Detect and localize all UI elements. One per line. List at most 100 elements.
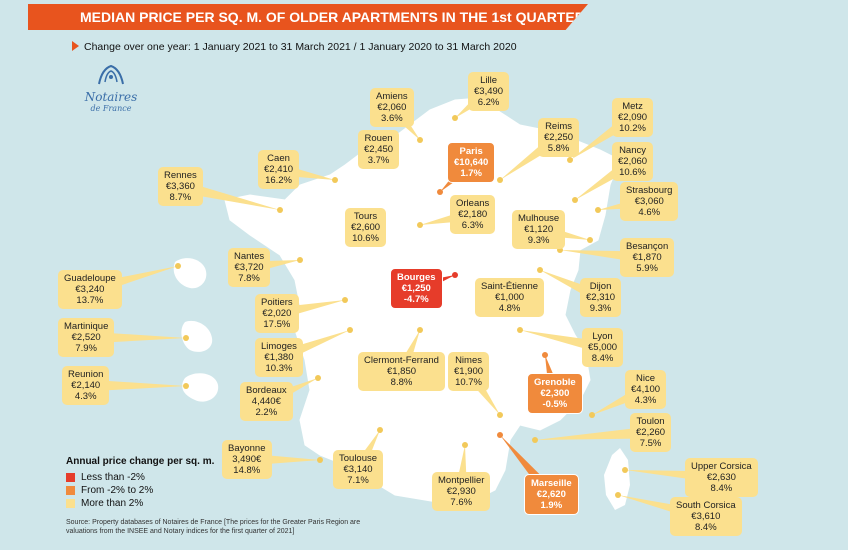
city-price: €2,300 bbox=[540, 388, 570, 399]
city-change: 10.6% bbox=[352, 233, 379, 244]
city-change: 1.9% bbox=[540, 500, 563, 511]
city-name: Nimes bbox=[455, 355, 482, 366]
city-label-reims: Reims €2,250 5.8% bbox=[538, 118, 580, 157]
notaires-emblem-icon bbox=[98, 64, 124, 85]
city-dot-poitiers bbox=[342, 297, 348, 303]
city-price: €1,000 bbox=[494, 292, 525, 303]
city-label-lille: Lille €3,490 6.2% bbox=[468, 72, 510, 111]
city-label-paris: Paris €10,640 1.7% bbox=[447, 142, 496, 183]
city-change: 16.2% bbox=[265, 175, 292, 186]
legend: Annual price change per sq. m. Less than… bbox=[66, 456, 214, 510]
city-dot-martinique bbox=[183, 335, 189, 341]
city-label-guadeloupe: Guadeloupe €3,240 13.7% bbox=[58, 270, 122, 309]
corsica-shape bbox=[604, 448, 630, 510]
city-name: Limoges bbox=[261, 341, 297, 352]
city-price: €10,640 bbox=[454, 157, 489, 168]
city-price: €3,240 bbox=[75, 284, 105, 295]
city-name: Nantes bbox=[234, 251, 265, 262]
city-dot-marseille bbox=[497, 432, 503, 438]
city-price: 4,440€ bbox=[251, 396, 281, 407]
city-label-south-corsica: South Corsica €3,610 8.4% bbox=[670, 497, 742, 536]
logo-name: Notaires bbox=[84, 90, 138, 104]
city-change: 7.5% bbox=[639, 438, 662, 449]
city-label-nimes: Nimes €1,900 10.7% bbox=[448, 352, 490, 391]
city-price: €3,140 bbox=[343, 464, 373, 475]
city-name: Lyon bbox=[592, 331, 613, 342]
city-name: Upper Corsica bbox=[691, 461, 752, 472]
city-label-reunion: Reunion €2,140 4.3% bbox=[62, 366, 110, 405]
legend-item-mid: From -2% to 2% bbox=[66, 484, 214, 497]
city-label-toulon: Toulon €2,260 7.5% bbox=[630, 413, 672, 452]
city-price: €2,450 bbox=[364, 144, 394, 155]
city-change: 7.6% bbox=[450, 497, 473, 508]
city-label-rouen: Rouen €2,450 3.7% bbox=[358, 130, 400, 169]
city-price: €2,060 bbox=[618, 156, 648, 167]
city-label-orleans: Orleans €2,180 6.3% bbox=[450, 195, 496, 234]
city-name: Reunion bbox=[68, 369, 104, 380]
city-name: Rouen bbox=[364, 133, 393, 144]
city-price: €1,850 bbox=[386, 366, 417, 377]
city-name: Marseille bbox=[531, 478, 572, 489]
city-price: €2,600 bbox=[351, 222, 381, 233]
city-price: €5,000 bbox=[588, 342, 618, 353]
city-label-bordeaux: Bordeaux 4,440€ 2.2% bbox=[240, 382, 293, 421]
city-name: Toulon bbox=[636, 416, 665, 427]
city-price: €2,180 bbox=[458, 209, 488, 220]
city-change: 7.9% bbox=[75, 343, 97, 354]
legend-label-less: Less than -2% bbox=[81, 472, 145, 483]
city-dot-upper-corsica bbox=[622, 467, 628, 473]
city-name: Strasbourg bbox=[626, 185, 673, 196]
city-change: 10.7% bbox=[455, 377, 482, 388]
legend-label-mid: From -2% to 2% bbox=[81, 485, 154, 496]
city-dot-toulon bbox=[532, 437, 538, 443]
city-change: 5.9% bbox=[636, 263, 658, 274]
city-price: €3,490 bbox=[474, 86, 504, 97]
city-dot-nimes bbox=[497, 412, 503, 418]
legend-label-more: More than 2% bbox=[81, 498, 144, 509]
city-price: €3,360 bbox=[165, 181, 195, 192]
city-change: 13.7% bbox=[76, 295, 104, 306]
city-label-upper-corsica: Upper Corsica €2,630 8.4% bbox=[685, 458, 758, 497]
city-name: Metz bbox=[622, 101, 643, 112]
city-change: 1.7% bbox=[460, 168, 482, 179]
city-dot-caen bbox=[332, 177, 338, 183]
city-price: €4,100 bbox=[631, 384, 661, 395]
city-change: 10.3% bbox=[265, 363, 293, 374]
leader-reunion bbox=[85, 379, 186, 392]
city-change: 6.2% bbox=[477, 97, 500, 108]
city-label-metz: Metz €2,090 10.2% bbox=[612, 98, 654, 137]
city-dot-strasbourg bbox=[595, 207, 601, 213]
city-change: 10.6% bbox=[619, 167, 646, 178]
city-dot-nantes bbox=[297, 257, 303, 263]
city-price: €1,900 bbox=[454, 366, 484, 377]
city-dot-montpellier bbox=[462, 442, 468, 448]
city-dot-lyon bbox=[517, 327, 523, 333]
city-change: 2.2% bbox=[255, 407, 278, 418]
city-label-besan-on: Besançon €1,870 5.9% bbox=[620, 238, 675, 277]
city-name: Amiens bbox=[376, 91, 408, 102]
city-label-clermont-ferrand: Clermont-Ferrand €1,850 8.8% bbox=[358, 352, 445, 391]
city-change: 4.3% bbox=[74, 391, 97, 402]
city-change: 8.7% bbox=[169, 192, 192, 203]
city-dot-bordeaux bbox=[315, 375, 321, 381]
city-label-rennes: Rennes €3,360 8.7% bbox=[158, 167, 203, 206]
city-dot-mulhouse bbox=[587, 237, 593, 243]
city-label-nancy: Nancy €2,060 10.6% bbox=[612, 142, 654, 181]
subtitle: Change over one year: 1 January 2021 to … bbox=[72, 41, 517, 53]
city-change: 9.3% bbox=[589, 303, 612, 314]
city-price: €1,870 bbox=[632, 252, 662, 263]
city-price: €2,250 bbox=[544, 132, 574, 143]
city-dot-rennes bbox=[277, 207, 283, 213]
city-name: Bayonne bbox=[228, 443, 266, 454]
city-label-marseille: Marseille €2,620 1.9% bbox=[524, 474, 579, 515]
city-name: Dijon bbox=[589, 281, 612, 292]
city-name: Caen bbox=[267, 153, 290, 164]
city-name: Besançon bbox=[626, 241, 669, 252]
city-change: -0.5% bbox=[542, 399, 568, 410]
city-change: 10.2% bbox=[619, 123, 646, 134]
city-price: 3,490€ bbox=[232, 454, 262, 465]
city-change: -4.7% bbox=[403, 294, 429, 305]
legend-item-less: Less than -2% bbox=[66, 471, 214, 484]
city-change: 3.6% bbox=[381, 113, 403, 124]
city-price: €2,310 bbox=[586, 292, 616, 303]
